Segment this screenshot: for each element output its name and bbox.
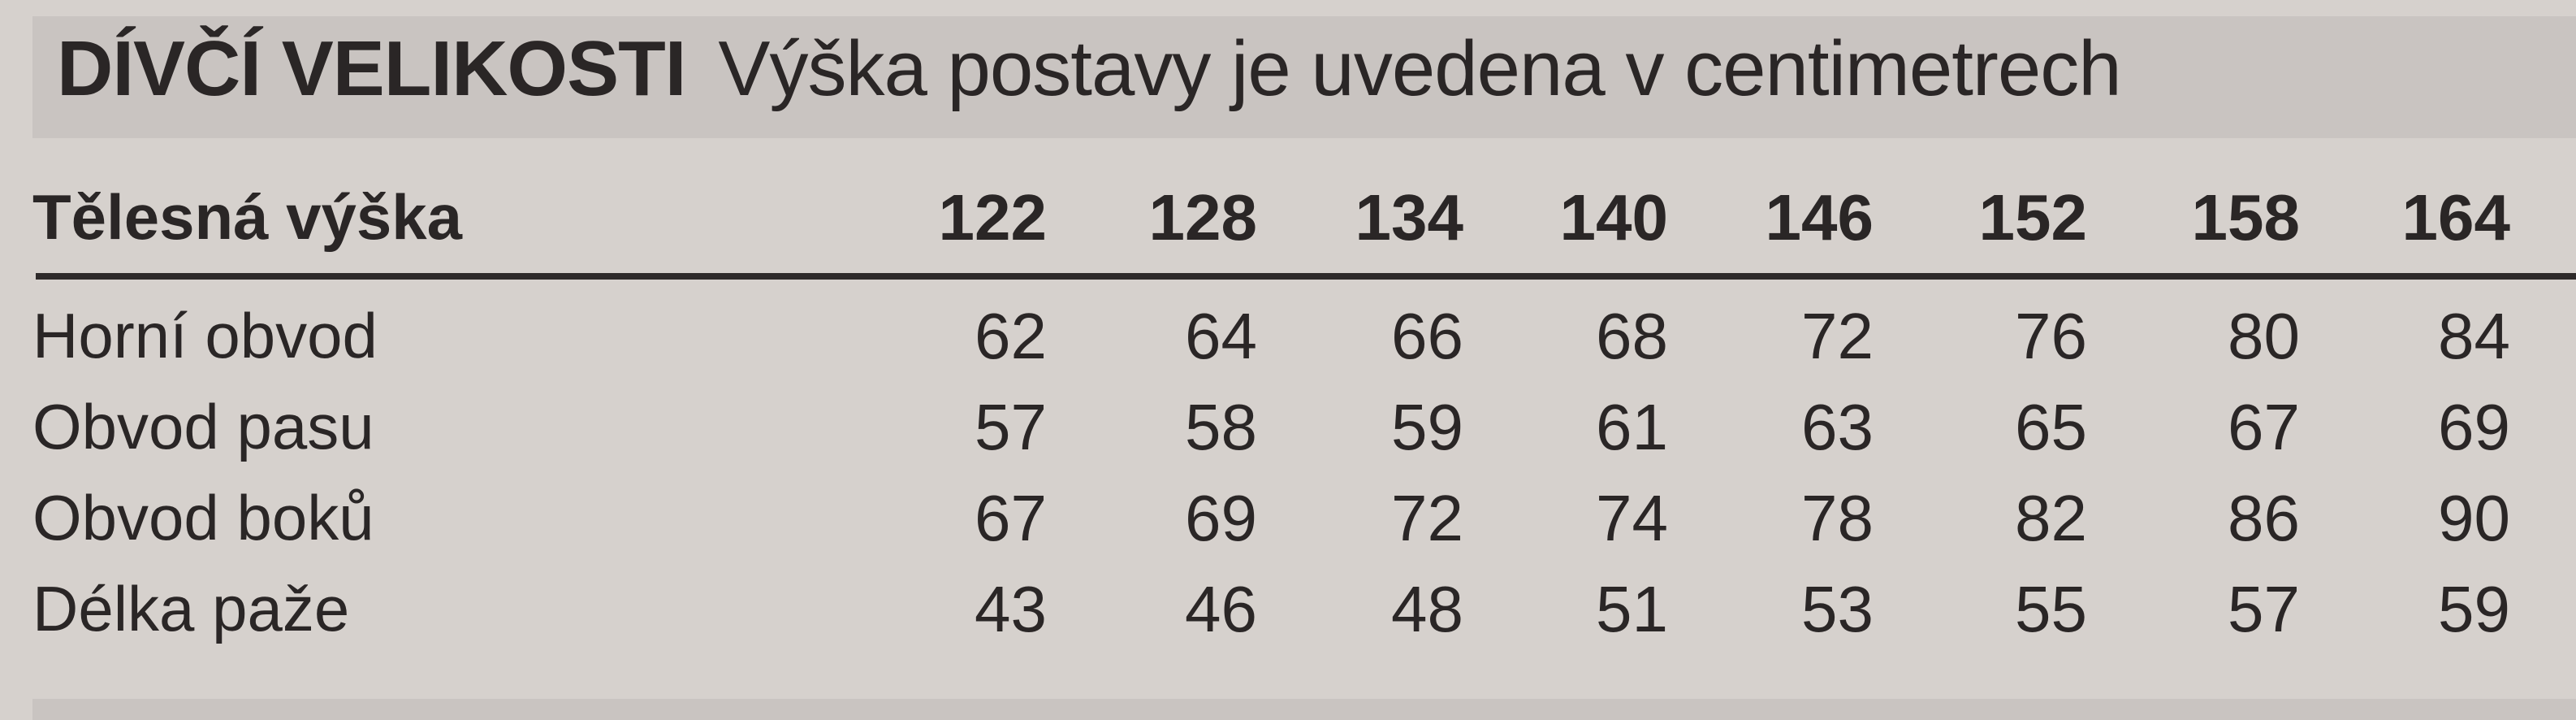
table-header-row: Tělesná výška 122 128 134 140 146 152 158 164 bbox=[0, 180, 2576, 270]
table-cell: 67 bbox=[975, 482, 1047, 554]
table-cell: 122 bbox=[938, 181, 1047, 254]
table-cell: 61 bbox=[1596, 391, 1668, 463]
table-cell: 146 bbox=[1765, 181, 1874, 254]
table-cell: 152 bbox=[1978, 181, 2087, 254]
table-row: Obvod pasu 57 58 59 61 63 65 67 69 bbox=[0, 390, 2576, 479]
table-cell: 80 bbox=[2228, 300, 2300, 372]
table-cell: 69 bbox=[2438, 391, 2510, 463]
table-cell: 59 bbox=[1391, 391, 1463, 463]
table-cell: 74 bbox=[1596, 482, 1668, 554]
table-cell: 51 bbox=[1596, 573, 1668, 645]
table-row: Délka paže 43 46 48 51 53 55 57 59 bbox=[0, 572, 2576, 661]
table-cell: 68 bbox=[1596, 300, 1668, 372]
row-label: Obvod pasu bbox=[32, 391, 374, 462]
table-cell: 53 bbox=[1801, 573, 1874, 645]
table-cell: 43 bbox=[975, 573, 1047, 645]
table-cell: 63 bbox=[1801, 391, 1874, 463]
table-cell: 58 bbox=[1185, 391, 1257, 463]
table-cell: 57 bbox=[2228, 573, 2300, 645]
table-cell: 134 bbox=[1355, 181, 1463, 254]
page-title: DÍVČÍ VELIKOSTI Výška postavy je uvedena … bbox=[57, 24, 2122, 114]
row-label: Obvod boků bbox=[32, 482, 374, 553]
table-cell: 164 bbox=[2401, 181, 2510, 254]
table-row: Obvod boků 67 69 72 74 78 82 86 90 bbox=[0, 481, 2576, 570]
title-band bbox=[32, 16, 2576, 138]
table-cell: 86 bbox=[2228, 482, 2300, 554]
bottom-band bbox=[32, 699, 2576, 720]
table-cell: 67 bbox=[2228, 391, 2300, 463]
table-cell: 46 bbox=[1185, 573, 1257, 645]
table-cell: 62 bbox=[975, 300, 1047, 372]
row-label: Délka paže bbox=[32, 573, 350, 644]
table-cell: 65 bbox=[2015, 391, 2087, 463]
table-cell: 55 bbox=[2015, 573, 2087, 645]
title-bold: DÍVČÍ VELIKOSTI bbox=[57, 25, 686, 112]
table-cell: 78 bbox=[1801, 482, 1874, 554]
header-divider bbox=[36, 273, 2576, 280]
table-cell: 72 bbox=[1801, 300, 1874, 372]
table-cell: 140 bbox=[1559, 181, 1668, 254]
table-cell: 128 bbox=[1148, 181, 1257, 254]
row-label: Horní obvod bbox=[32, 300, 378, 371]
title-subtitle: Výška postavy je uvedena v centimetrech bbox=[718, 25, 2121, 112]
table-cell: 84 bbox=[2438, 300, 2510, 372]
table-cell: 90 bbox=[2438, 482, 2510, 554]
table-row: Horní obvod 62 64 66 68 72 76 80 84 bbox=[0, 299, 2576, 388]
table-cell: 64 bbox=[1185, 300, 1257, 372]
table-cell: 48 bbox=[1391, 573, 1463, 645]
table-cell: 69 bbox=[1185, 482, 1257, 554]
table-cell: 57 bbox=[975, 391, 1047, 463]
table-cell: 158 bbox=[2191, 181, 2300, 254]
table-cell: 72 bbox=[1391, 482, 1463, 554]
table-cell: 76 bbox=[2015, 300, 2087, 372]
table-cell: 82 bbox=[2015, 482, 2087, 554]
row-label: Tělesná výška bbox=[32, 181, 463, 253]
table-cell: 59 bbox=[2438, 573, 2510, 645]
table-cell: 66 bbox=[1391, 300, 1463, 372]
